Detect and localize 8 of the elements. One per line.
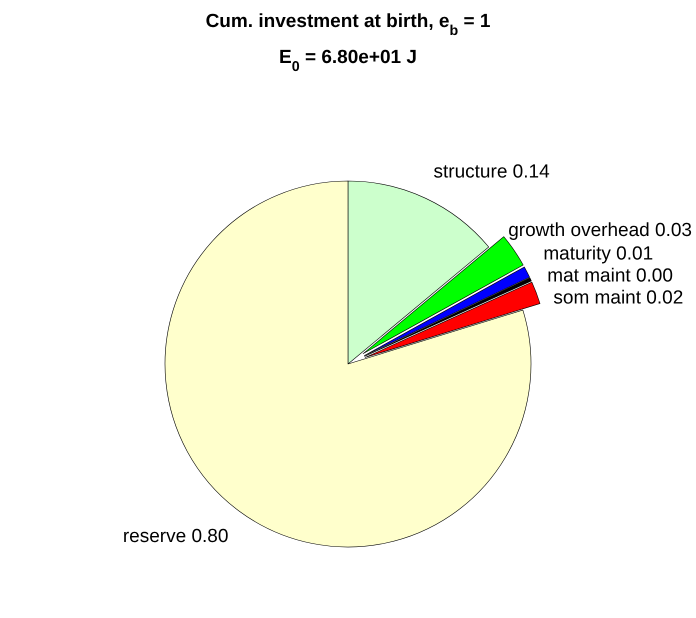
slice-label: reserve 0.80 <box>122 526 228 547</box>
chart-title: Cum. investment at birth, e$_{b}$ = 1 <box>206 11 491 39</box>
slice-label: maturity 0.01 <box>543 244 654 265</box>
slice-label: som maint 0.02 <box>553 288 684 309</box>
chart-subtitle: E$_{0}$ = 6.80e+01 J <box>279 47 417 75</box>
slice-label: mat maint 0.00 <box>547 266 673 287</box>
slice-label: structure 0.14 <box>433 162 550 183</box>
slice-label: growth overhead 0.03 <box>508 220 692 242</box>
